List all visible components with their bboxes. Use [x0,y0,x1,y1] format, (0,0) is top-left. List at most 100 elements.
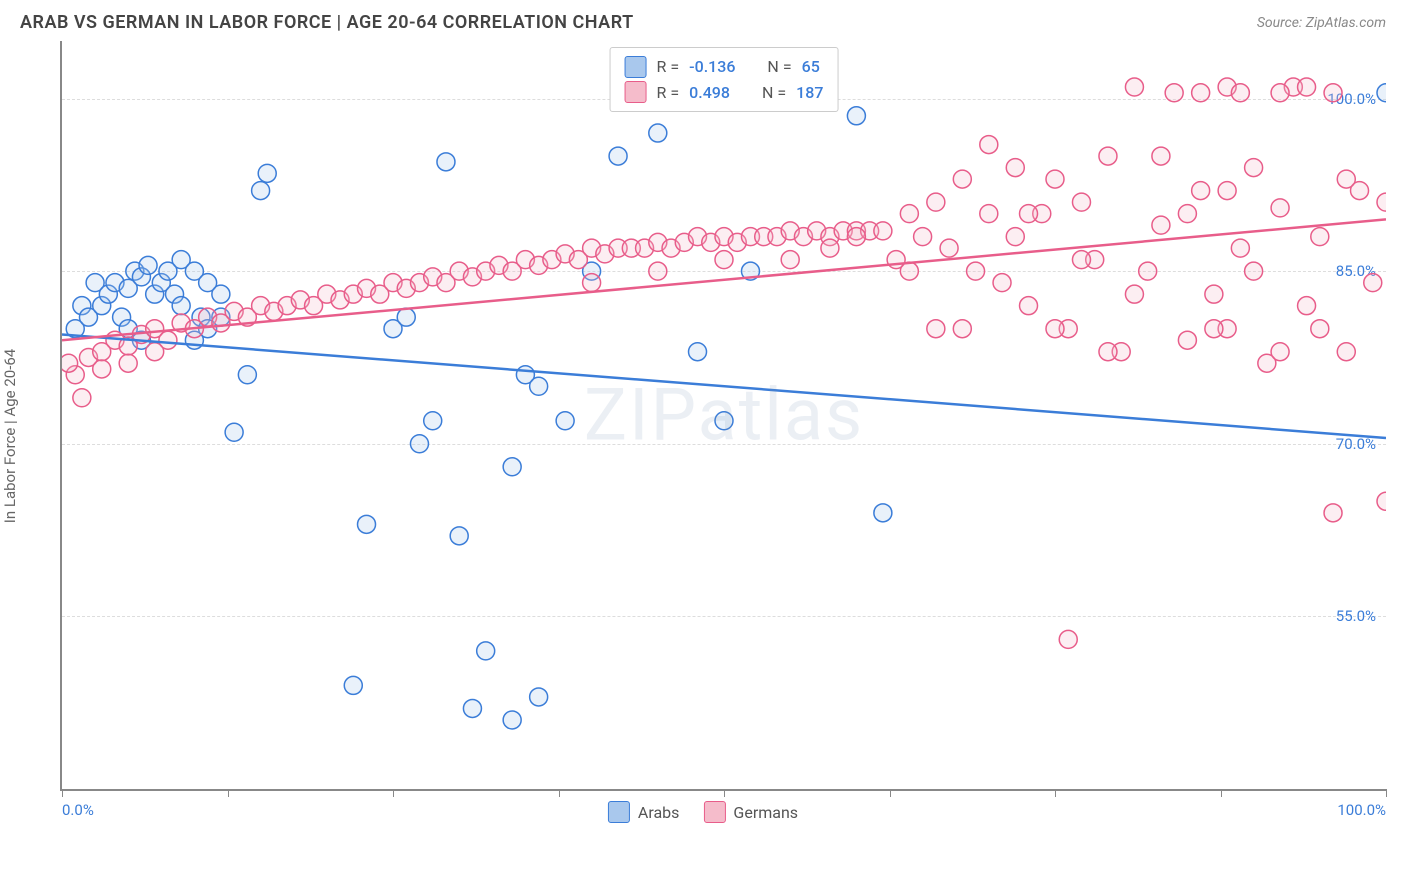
scatter-point [715,412,733,430]
scatter-point [199,274,217,292]
x-tick [724,789,725,797]
scatter-point [993,274,1011,292]
legend-item-germans: Germans [703,801,798,823]
scatter-point [1072,251,1090,269]
scatter-point [1125,285,1143,303]
scatter-point [980,205,998,223]
source-label: Source: ZipAtlas.com [1257,15,1386,31]
scatter-point [1337,343,1355,361]
r-value-germans: 0.498 [689,80,730,106]
chart-container: In Labor Force | Age 20-64 ZIPatlas R = … [20,41,1386,831]
n-label: N = [762,80,786,106]
scatter-point [225,423,243,441]
r-value-arabs: -0.136 [689,54,735,80]
scatter-point [967,262,985,280]
scatter-point [252,182,270,200]
legend-row-germans: R = 0.498 N = 187 [625,80,824,106]
scatter-point [397,308,415,326]
scatter-point [1271,343,1289,361]
scatter-point [1072,193,1090,211]
scatter-point [1324,504,1342,522]
legend-label-arabs: Arabs [638,803,680,822]
legend-bottom: Arabs Germans [608,801,798,823]
scatter-point [530,377,548,395]
y-axis-label: In Labor Force | Age 20-64 [1,349,19,523]
scatter-point [73,389,91,407]
legend-item-arabs: Arabs [608,801,680,823]
scatter-point [1178,331,1196,349]
scatter-point [1218,182,1236,200]
scatter-point [358,515,376,533]
scatter-point [927,193,945,211]
scatter-point [1165,84,1183,102]
scatter-point [1139,262,1157,280]
scatter-point [1152,216,1170,234]
scatter-point [556,412,574,430]
scatter-point [139,256,157,274]
scatter-point [1377,84,1386,102]
scatter-point [1099,147,1117,165]
scatter-point [583,274,601,292]
scatter-point [1271,199,1289,217]
chart-title: ARAB VS GERMAN IN LABOR FORCE | AGE 20-6… [20,12,634,33]
x-tick [228,789,229,797]
scatter-point [1311,320,1329,338]
scatter-point [1377,193,1386,211]
scatter-point [503,711,521,729]
r-label: R = [657,80,680,106]
legend-swatch-germans [625,81,647,103]
scatter-point [1311,228,1329,246]
scatter-point [1046,170,1064,188]
scatter-point [146,343,164,361]
n-label: N = [767,54,791,80]
scatter-point [424,412,442,430]
x-tick [1386,789,1387,797]
scatter-point [258,164,276,182]
n-value-germans: 187 [796,80,823,106]
scatter-point [900,262,918,280]
legend-correlation: R = -0.136 N = 65 R = 0.498 N = 187 [610,47,839,112]
scatter-point [874,504,892,522]
legend-row-arabs: R = -0.136 N = 65 [625,54,824,80]
scatter-point [781,251,799,269]
r-label: R = [657,54,680,80]
scatter-point [1125,78,1143,96]
x-tick [890,789,891,797]
scatter-point [93,360,111,378]
scatter-point [1099,343,1117,361]
x-tick [1221,789,1222,797]
scatter-point [689,343,707,361]
n-value-arabs: 65 [802,54,820,80]
legend-label-germans: Germans [733,803,798,822]
scatter-point [477,642,495,660]
scatter-point [530,688,548,706]
scatter-point [649,262,667,280]
scatter-point [1337,170,1355,188]
x-tick [559,789,560,797]
scatter-svg [62,41,1386,789]
scatter-point [1231,239,1249,257]
scatter-point [1377,492,1386,510]
scatter-point [1298,78,1316,96]
plot-area: ZIPatlas R = -0.136 N = 65 R = 0.498 N =… [60,41,1386,791]
scatter-point [172,297,190,315]
x-tick [62,789,63,797]
scatter-point [1205,285,1223,303]
scatter-point [1298,297,1316,315]
scatter-point [914,228,932,246]
scatter-point [953,320,971,338]
scatter-point [1245,159,1263,177]
scatter-point [1245,262,1263,280]
legend-swatch-germans-bottom [703,801,725,823]
scatter-point [609,147,627,165]
scatter-point [1324,84,1342,102]
scatter-point [953,170,971,188]
scatter-point [1271,84,1289,102]
scatter-point [940,239,958,257]
legend-swatch-arabs [625,56,647,78]
scatter-point [649,124,667,142]
scatter-point [1020,297,1038,315]
scatter-point [410,435,428,453]
scatter-point [1006,159,1024,177]
legend-swatch-arabs-bottom [608,801,630,823]
